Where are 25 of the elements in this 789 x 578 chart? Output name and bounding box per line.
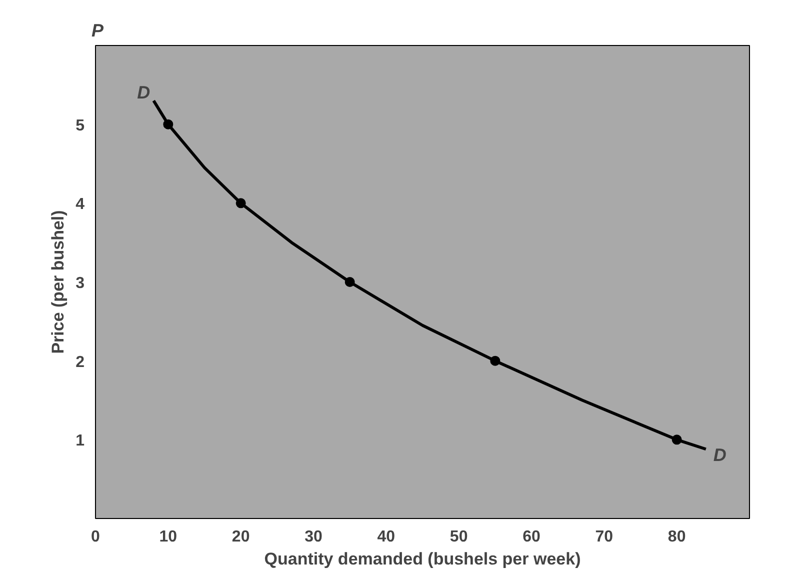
x-tick-label: 30 [304, 528, 322, 546]
y-tick-label: 5 [76, 117, 85, 134]
y-tick-label: 2 [76, 354, 85, 371]
annotation: D [137, 82, 150, 103]
y-tick-label: 3 [76, 275, 85, 292]
text: P [92, 20, 104, 40]
x-axis-title: Quantity demanded (bushels per week) [264, 550, 581, 568]
x-tick-label: 20 [232, 528, 250, 546]
point [672, 434, 682, 445]
x-tick-label: 80 [668, 528, 686, 546]
x-tick-label: 70 [595, 528, 614, 546]
x-tick-label: 50 [450, 528, 468, 546]
point [236, 198, 246, 208]
point [344, 277, 355, 287]
x-tick-label: 10 [159, 528, 178, 546]
point [490, 356, 500, 366]
point [163, 119, 174, 130]
line-series [152, 99, 708, 451]
x-tick-label: 0 [91, 528, 100, 546]
annotation: D [713, 445, 726, 466]
y-tick-label: 1 [76, 432, 85, 450]
x-tick-label: 40 [377, 528, 396, 546]
y-axis-title: Price (per bushel) [48, 210, 68, 354]
x-tick-label: 60 [522, 528, 540, 546]
y-tick-label: 4 [76, 196, 85, 214]
